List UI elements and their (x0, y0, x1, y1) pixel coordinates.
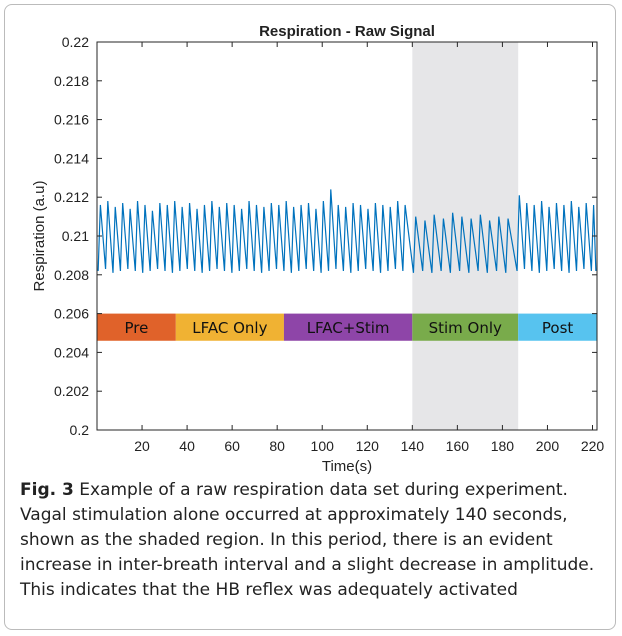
y-tick-label: 0.212 (54, 189, 89, 205)
phase-label: LFAC+Stim (307, 319, 390, 337)
y-tick-label: 0.21 (62, 228, 89, 244)
y-tick-label: 0.208 (54, 267, 89, 283)
y-tick-label: 0.206 (54, 306, 89, 322)
x-tick-label: 60 (224, 438, 240, 454)
x-tick-label: 200 (536, 438, 560, 454)
phase-bar (175, 313, 284, 341)
y-tick-label: 0.214 (54, 150, 89, 166)
x-tick-label: 180 (491, 438, 515, 454)
phase-bar (97, 313, 176, 341)
phase-bar (518, 313, 597, 341)
phase-label: Post (542, 319, 574, 337)
y-tick-label: 0.204 (54, 344, 89, 360)
y-tick-label: 0.22 (62, 34, 89, 50)
caption-label: Fig. 3 (20, 480, 74, 500)
caption: Fig. 3 Example of a raw respiration data… (20, 478, 610, 603)
caption-text: Example of a raw respiration data set du… (20, 480, 595, 600)
phase-label: LFAC Only (192, 319, 267, 337)
y-tick-label: 0.2 (70, 422, 90, 438)
y-tick-label: 0.218 (54, 73, 89, 89)
x-tick-label: 220 (581, 438, 605, 454)
phase-label: Pre (124, 319, 148, 337)
figure-frame (4, 4, 616, 630)
x-axis-label: Time(s) (322, 458, 372, 475)
x-tick-label: 80 (269, 438, 285, 454)
chart-title: Respiration - Raw Signal (259, 23, 435, 40)
phase-label: Stim Only (429, 319, 502, 337)
x-tick-label: 120 (356, 438, 380, 454)
x-tick-label: 40 (179, 438, 195, 454)
phase-bar (412, 313, 519, 341)
y-axis-label: Respiration (a.u) (31, 181, 48, 292)
chart: Pre LFAC Only LFAC+Stim Stim Only Post 0.2 0.2… (31, 23, 605, 475)
x-tick-label: 20 (134, 438, 150, 454)
x-tick-label: 100 (311, 438, 335, 454)
y-tick-label: 0.216 (54, 112, 89, 128)
y-tick-label: 0.202 (54, 383, 89, 399)
x-tick-label: 140 (401, 438, 425, 454)
x-tick-label: 160 (446, 438, 470, 454)
phase-bar (283, 313, 413, 341)
shaded-region (412, 42, 519, 430)
signal-line (97, 189, 597, 273)
